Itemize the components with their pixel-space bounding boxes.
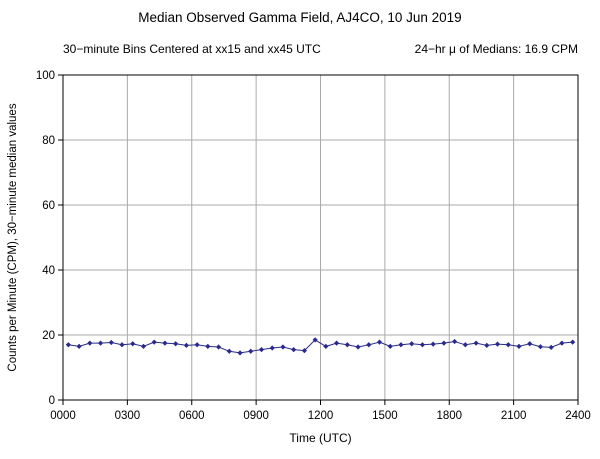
data-point (280, 344, 286, 350)
data-point (151, 339, 157, 345)
subtitle-bins: 30−minute Bins Centered at xx15 and xx45… (63, 42, 321, 56)
data-point (537, 344, 544, 350)
data-point (559, 340, 565, 346)
x-tick-label: 1500 (372, 410, 398, 422)
y-axis-label: Counts per Minute (CPM), 30−minute media… (7, 103, 19, 371)
data-point (570, 339, 576, 345)
y-tick-label: 40 (42, 265, 55, 277)
data-point (441, 340, 447, 346)
data-point (344, 342, 350, 348)
data-point (516, 343, 522, 349)
data-point (76, 343, 82, 349)
chart-title: Median Observed Gamma Field, AJ4CO, 10 J… (138, 10, 462, 25)
data-point (387, 343, 393, 349)
x-tick-label: 1800 (436, 410, 462, 422)
data-point (430, 341, 436, 347)
data-point (226, 348, 232, 354)
data-point (548, 344, 554, 350)
data-point (366, 342, 372, 348)
subtitle-mean: 24−hr μ of Medians: 16.9 CPM (414, 42, 578, 56)
data-point (291, 347, 297, 353)
data-point (119, 342, 125, 348)
x-tick-label: 0600 (179, 410, 205, 422)
data-point (505, 342, 511, 348)
data-point (462, 342, 468, 348)
data-point (183, 342, 189, 348)
data-point (173, 341, 179, 347)
data-point (269, 345, 275, 351)
x-tick-label: 1200 (308, 410, 334, 422)
x-tick-label: 0900 (243, 410, 269, 422)
x-axis-label: Time (UTC) (289, 431, 351, 445)
data-point (130, 341, 136, 347)
chart-subtitle: 30−minute Bins Centered at xx15 and xx45… (63, 42, 578, 56)
data-point (473, 340, 479, 346)
data-point (258, 347, 265, 353)
data-point (484, 342, 490, 348)
data-point (398, 342, 404, 348)
y-tick-label: 0 (49, 395, 55, 407)
data-point (409, 341, 415, 347)
data-point (248, 348, 254, 354)
data-point (65, 342, 71, 348)
data-point (205, 343, 211, 349)
y-tick-label: 80 (42, 135, 55, 147)
data-point (312, 337, 318, 343)
data-point (355, 344, 361, 350)
data-point (87, 340, 93, 346)
y-tick-label: 60 (42, 200, 55, 212)
data-point (194, 342, 200, 348)
y-tick-label: 100 (36, 70, 55, 82)
data-point (108, 339, 114, 346)
x-tick-label: 2400 (565, 410, 591, 422)
x-tick-label: 0300 (115, 410, 141, 422)
data-point (237, 350, 243, 356)
data-point (323, 343, 329, 349)
x-tick-label: 2100 (501, 410, 527, 422)
data-point (419, 342, 426, 348)
data-point (301, 348, 308, 354)
data-point (162, 340, 168, 346)
x-tick-label: 0000 (50, 410, 76, 422)
data-point (376, 339, 383, 345)
data-point (452, 338, 458, 345)
data-point (140, 343, 147, 349)
data-point (97, 340, 104, 346)
data-point (215, 344, 222, 350)
data-point (494, 341, 501, 347)
data-point (527, 341, 533, 347)
data-point (333, 340, 340, 346)
y-tick-label: 20 (42, 330, 55, 342)
